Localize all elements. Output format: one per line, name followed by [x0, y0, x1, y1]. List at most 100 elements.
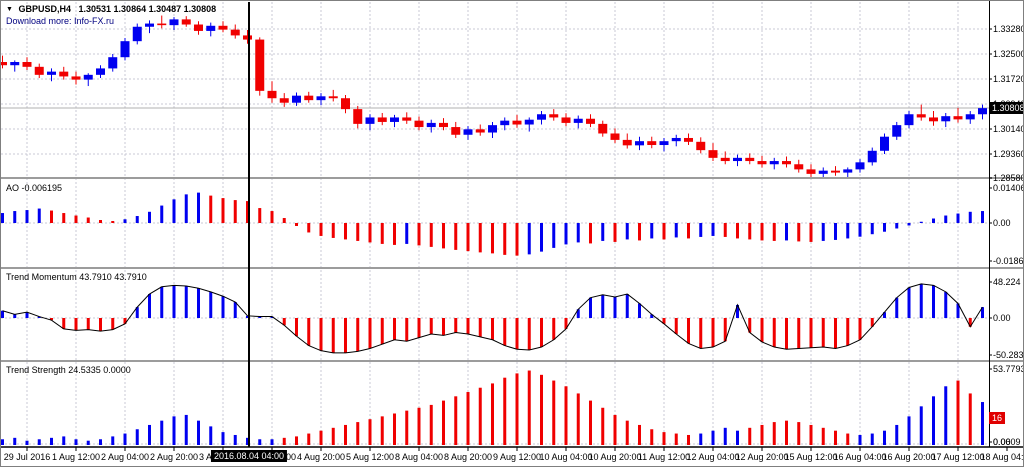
momentum-bar — [576, 309, 580, 318]
strength-bar — [62, 436, 66, 445]
momentum-bar — [111, 318, 115, 330]
candle-body — [365, 117, 375, 124]
momentum-bar — [429, 318, 433, 334]
momentum-bar — [319, 318, 323, 351]
momentum-bar — [442, 318, 445, 336]
time-axis-label: 5 Aug 12:00 — [345, 452, 395, 462]
candle-body — [978, 108, 987, 115]
candle-body — [892, 125, 902, 137]
strength-bar — [613, 414, 617, 445]
momentum-bar — [907, 287, 911, 318]
ao-bar — [601, 223, 605, 241]
ao-bar — [944, 215, 948, 223]
chart-menu-triangle-icon[interactable]: ▼ — [6, 6, 13, 13]
strength-bar — [111, 436, 115, 445]
momentum-bar — [662, 318, 666, 324]
ao-bar — [160, 205, 164, 223]
strength-bar — [344, 424, 347, 445]
strength-bar — [723, 427, 727, 445]
time-axis-label: 11 Aug 12:00 — [637, 452, 691, 462]
candle-body — [22, 62, 32, 67]
momentum-bar — [515, 318, 519, 350]
strength-bar — [527, 370, 531, 445]
momentum-bar — [233, 302, 237, 318]
ao-bar — [405, 223, 409, 244]
ao-bar — [919, 221, 923, 223]
candle-body — [708, 150, 718, 158]
momentum-bar — [956, 303, 960, 318]
strength-bar — [601, 407, 605, 445]
momentum-bar — [368, 318, 372, 349]
momentum-bar — [540, 318, 543, 348]
candle-body — [757, 161, 767, 165]
candle-body — [941, 116, 951, 122]
ao-bar — [135, 216, 139, 223]
strength-bar — [564, 386, 568, 445]
candle-body — [426, 122, 436, 128]
momentum-bar — [895, 297, 899, 318]
momentum-bar — [74, 318, 78, 331]
candle-body — [475, 129, 485, 133]
ao-bar — [307, 223, 311, 233]
momentum-bar — [148, 294, 151, 318]
momentum-bar — [62, 318, 66, 329]
candle-body — [622, 139, 632, 146]
candle-body — [659, 141, 669, 146]
strength-bar — [821, 427, 825, 445]
ao-bar — [417, 223, 421, 246]
time-axis-label: 10 Aug 04:00 — [539, 452, 593, 462]
momentum-bar — [478, 318, 482, 337]
strength-bar — [172, 416, 176, 445]
candle-body — [524, 119, 534, 125]
candle-body — [769, 161, 779, 165]
ao-bar — [638, 223, 641, 241]
momentum-bar — [944, 291, 948, 318]
momentum-bar — [674, 318, 678, 334]
strength-bar — [662, 432, 666, 445]
strength-bar — [919, 406, 923, 445]
ao-bar — [491, 223, 494, 254]
momentum-bar — [25, 312, 29, 318]
watermark-label: Download more: Info-FX.ru — [6, 16, 115, 26]
ao-bar — [62, 213, 66, 223]
strength-bar — [895, 424, 899, 445]
candle-body — [230, 29, 240, 36]
ao-bar — [760, 223, 764, 241]
candle-body — [488, 125, 497, 133]
candle-body — [831, 170, 840, 173]
strength-bar — [589, 400, 592, 445]
ao-bar — [932, 218, 935, 223]
indicator-axis-label: 0.014061 — [993, 183, 1023, 193]
candle-body — [782, 161, 791, 165]
candle-body — [537, 114, 546, 120]
momentum-bar — [625, 294, 629, 318]
momentum-bar — [331, 318, 335, 353]
strength-bar — [270, 439, 274, 445]
momentum-bar — [50, 318, 53, 321]
momentum-bar — [123, 318, 127, 324]
momentum-bar — [883, 312, 886, 318]
momentum-bar — [393, 318, 396, 340]
momentum-bar — [748, 318, 752, 333]
momentum-bar — [601, 294, 605, 318]
strength-bar — [870, 433, 874, 445]
candle-body — [818, 170, 828, 174]
ao-bar — [576, 223, 580, 243]
momentum-panel-label: Trend Momentum 43.7910 43.7910 — [6, 272, 147, 282]
ohlc-values-label: 1.30531 1.30864 1.30487 1.30808 — [78, 4, 217, 14]
momentum-bar — [307, 318, 311, 346]
strength-bar — [711, 430, 715, 445]
candle-body — [745, 157, 755, 162]
time-axis-label: 1 Aug 12:00 — [51, 452, 101, 462]
ao-bar — [148, 211, 151, 223]
momentum-bar — [772, 318, 776, 348]
strength-bar — [674, 433, 678, 445]
strength-bar — [907, 416, 911, 445]
strength-bar — [491, 383, 494, 445]
candle-body — [916, 114, 926, 118]
candle-body — [684, 137, 693, 142]
crosshair-date-tag: 2016.08.04 04:00 — [210, 450, 288, 462]
time-axis-label: 2 Aug 20:00 — [149, 452, 199, 462]
strength-bar — [736, 430, 739, 445]
strength-bar — [74, 439, 78, 445]
